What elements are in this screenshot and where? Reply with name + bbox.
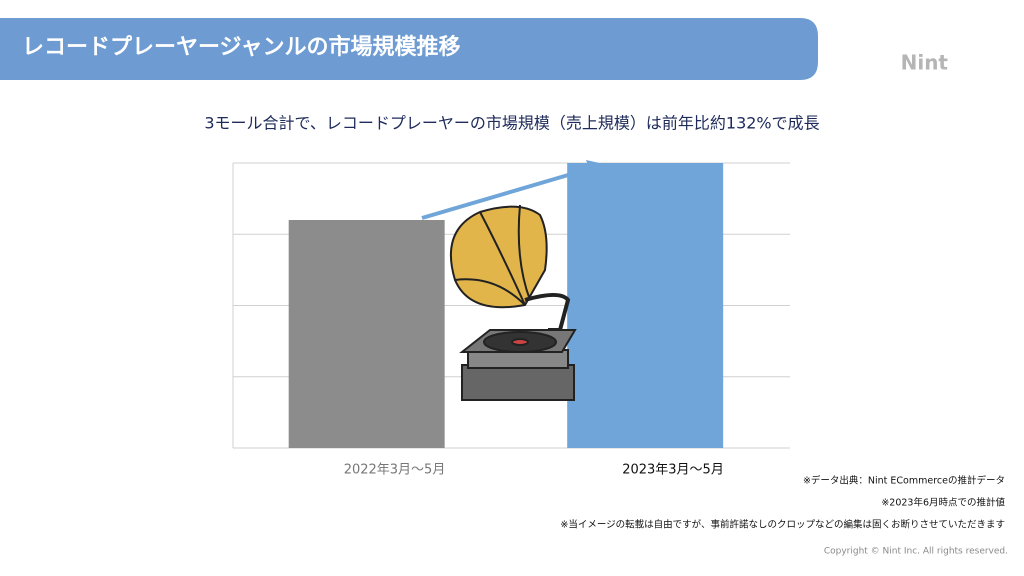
note: ※データ出典：Nint ECommerceの推計データ [803, 475, 1005, 487]
plot-area: 2022年3月〜5月 2023年3月〜5月 [232, 162, 790, 478]
x-tick-label: 2023年3月〜5月 [622, 463, 724, 478]
subtitle: 3モール合計で、レコードプレーヤーの市場規模（売上規模）は前年比約132%で成長 [204, 114, 819, 133]
bar [567, 163, 724, 448]
x-tick-label: 2022年3月〜5月 [344, 463, 446, 478]
note: ※当イメージの転載は自由ですが、事前許諾なしのクロップなどの編集は固くお断りさせ… [560, 519, 1005, 531]
notes: ※データ出典：Nint ECommerceの推計データ ※2023年6月時点での推… [560, 475, 1005, 531]
growth-arrow [421, 166, 593, 220]
header-bar [0, 18, 818, 80]
arrow-head [586, 160, 604, 176]
logo: Nint [901, 51, 949, 75]
bar [288, 220, 445, 448]
note: ※2023年6月時点での推計値 [881, 497, 1005, 509]
gramophone-illustration [449, 204, 577, 401]
copyright: Copyright © Nint Inc. All rights reserve… [824, 547, 1008, 557]
chart-title: レコードプレーヤージャンルの市場規模推移 [22, 34, 460, 60]
